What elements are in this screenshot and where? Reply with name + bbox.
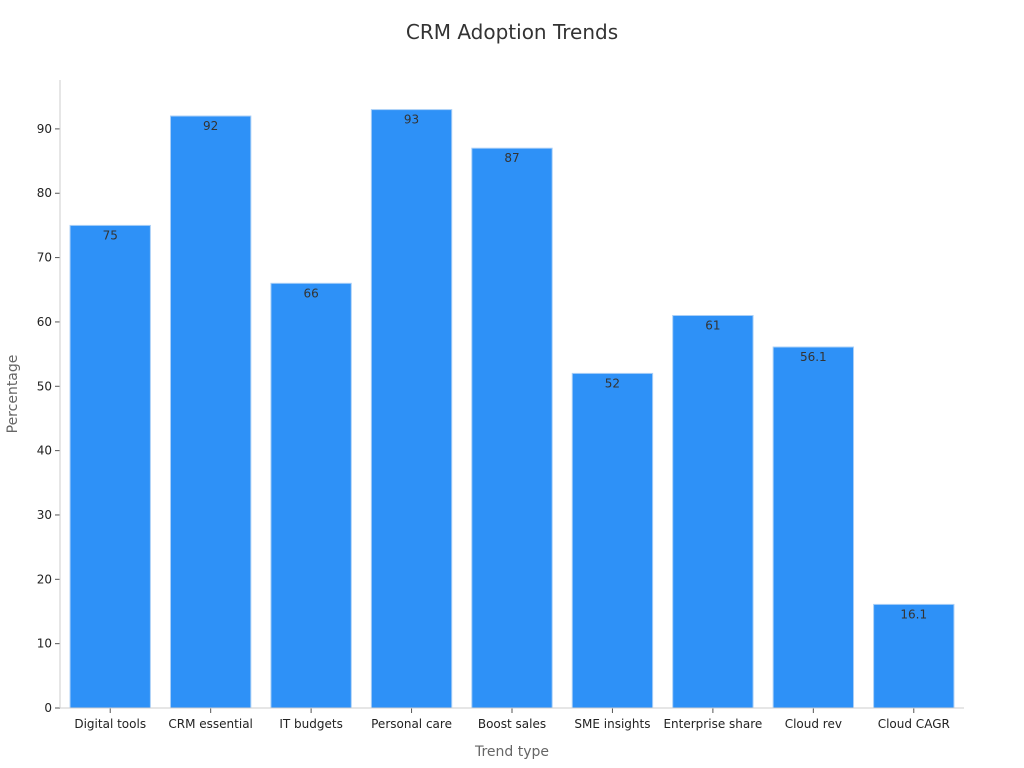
bar [169,115,252,709]
bar [571,372,654,709]
x-tick-label: SME insights [574,717,650,731]
x-axis-ticks: Digital tools CRM essential IT budgets Pers… [74,708,950,731]
bar-value-label: 66 [303,286,318,300]
y-tick-label: 70 [37,251,52,265]
bar [772,346,855,709]
bars: 75 92 66 93 87 52 61 56.1 16.1 [69,109,955,709]
bar [672,315,754,709]
bar-value-label: 87 [504,151,519,165]
bar-value-label: 16.1 [900,607,927,621]
y-tick-label: 90 [37,122,52,136]
bar [471,147,553,709]
y-tick-label: 0 [44,701,52,715]
y-tick-label: 40 [37,444,52,458]
y-tick-label: 10 [37,637,52,651]
x-tick-label: Cloud rev [785,717,842,731]
bar-value-label: 61 [705,319,720,333]
x-axis-title: Trend type [474,744,549,760]
y-tick-label: 80 [37,186,52,200]
y-tick-label: 60 [37,315,52,329]
y-tick-label: 50 [37,379,52,393]
x-tick-label: IT budgets [279,717,342,731]
y-tick-label: 30 [37,508,52,522]
y-axis-title: Percentage [5,355,21,434]
y-axis-ticks: 0 10 20 30 40 50 60 70 80 90 [37,122,60,715]
x-tick-label: Enterprise share [663,717,762,731]
x-tick-label: CRM essential [168,717,253,731]
bar-value-label: 93 [404,113,419,127]
x-tick-label: Cloud CAGR [878,717,950,731]
bar-value-label: 52 [605,376,620,390]
bar-value-label: 75 [103,228,118,242]
chart-title: CRM Adoption Trends [405,20,619,44]
bar-value-label: 56.1 [800,350,827,364]
x-tick-label: Boost sales [478,717,546,731]
bar [370,109,453,709]
y-tick-label: 20 [37,572,52,586]
bar-value-label: 92 [203,119,218,133]
bar [873,603,955,709]
x-tick-label: Personal care [371,717,452,731]
bar [270,282,352,709]
x-tick-label: Digital tools [74,717,146,731]
bar [69,224,151,709]
